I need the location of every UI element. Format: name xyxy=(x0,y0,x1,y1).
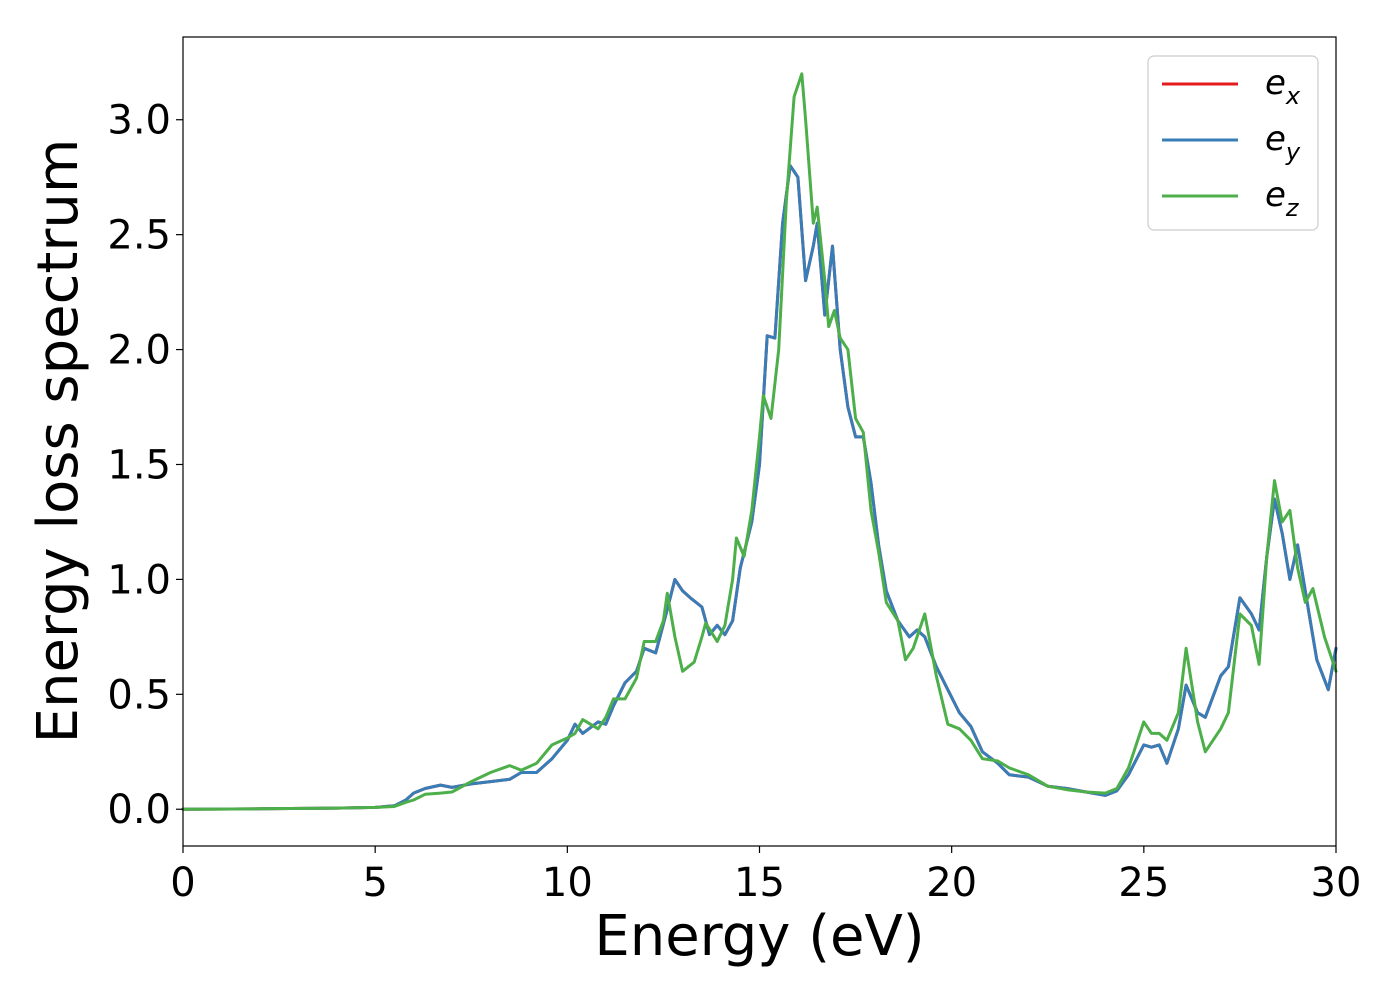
y-axis-ticks: 0.0 0.5 1.0 1.5 2.0 2.5 3.0 xyxy=(107,98,183,833)
y-tick-label: 0.5 xyxy=(107,672,171,718)
x-axis-ticks: 0 5 10 15 20 25 30 xyxy=(170,846,1361,906)
series-line-e-z xyxy=(181,72,1338,811)
x-tick-label: 0 xyxy=(170,860,195,906)
series-line-e-y xyxy=(181,164,1338,811)
y-tick-label: 1.0 xyxy=(107,557,171,603)
x-tick-label: 5 xyxy=(362,860,387,906)
y-tick-label: 1.5 xyxy=(107,442,171,488)
y-tick-label: 0.0 xyxy=(107,787,171,833)
legend-label-z: ez xyxy=(1265,175,1300,222)
y-tick-label: 3.0 xyxy=(107,98,171,144)
y-tick-label: 2.0 xyxy=(107,328,171,374)
y-tick-label: 2.5 xyxy=(107,213,171,259)
x-tick-label: 15 xyxy=(734,860,785,906)
x-tick-label: 20 xyxy=(926,860,977,906)
y-axis-title: Energy loss spectrum xyxy=(26,139,91,744)
x-tick-label: 30 xyxy=(1311,860,1362,906)
legend-label-y: ey xyxy=(1265,119,1301,166)
legend: ex ey ez xyxy=(1147,55,1319,231)
legend-label-x: ex xyxy=(1265,63,1301,110)
legend-box xyxy=(1147,55,1319,231)
series-curves xyxy=(181,72,1338,811)
x-axis-title: Energy (eV) xyxy=(594,904,924,969)
legend-entries: ex ey ez xyxy=(1162,63,1301,222)
x-tick-label: 25 xyxy=(1118,860,1169,906)
x-tick-label: 10 xyxy=(542,860,593,906)
